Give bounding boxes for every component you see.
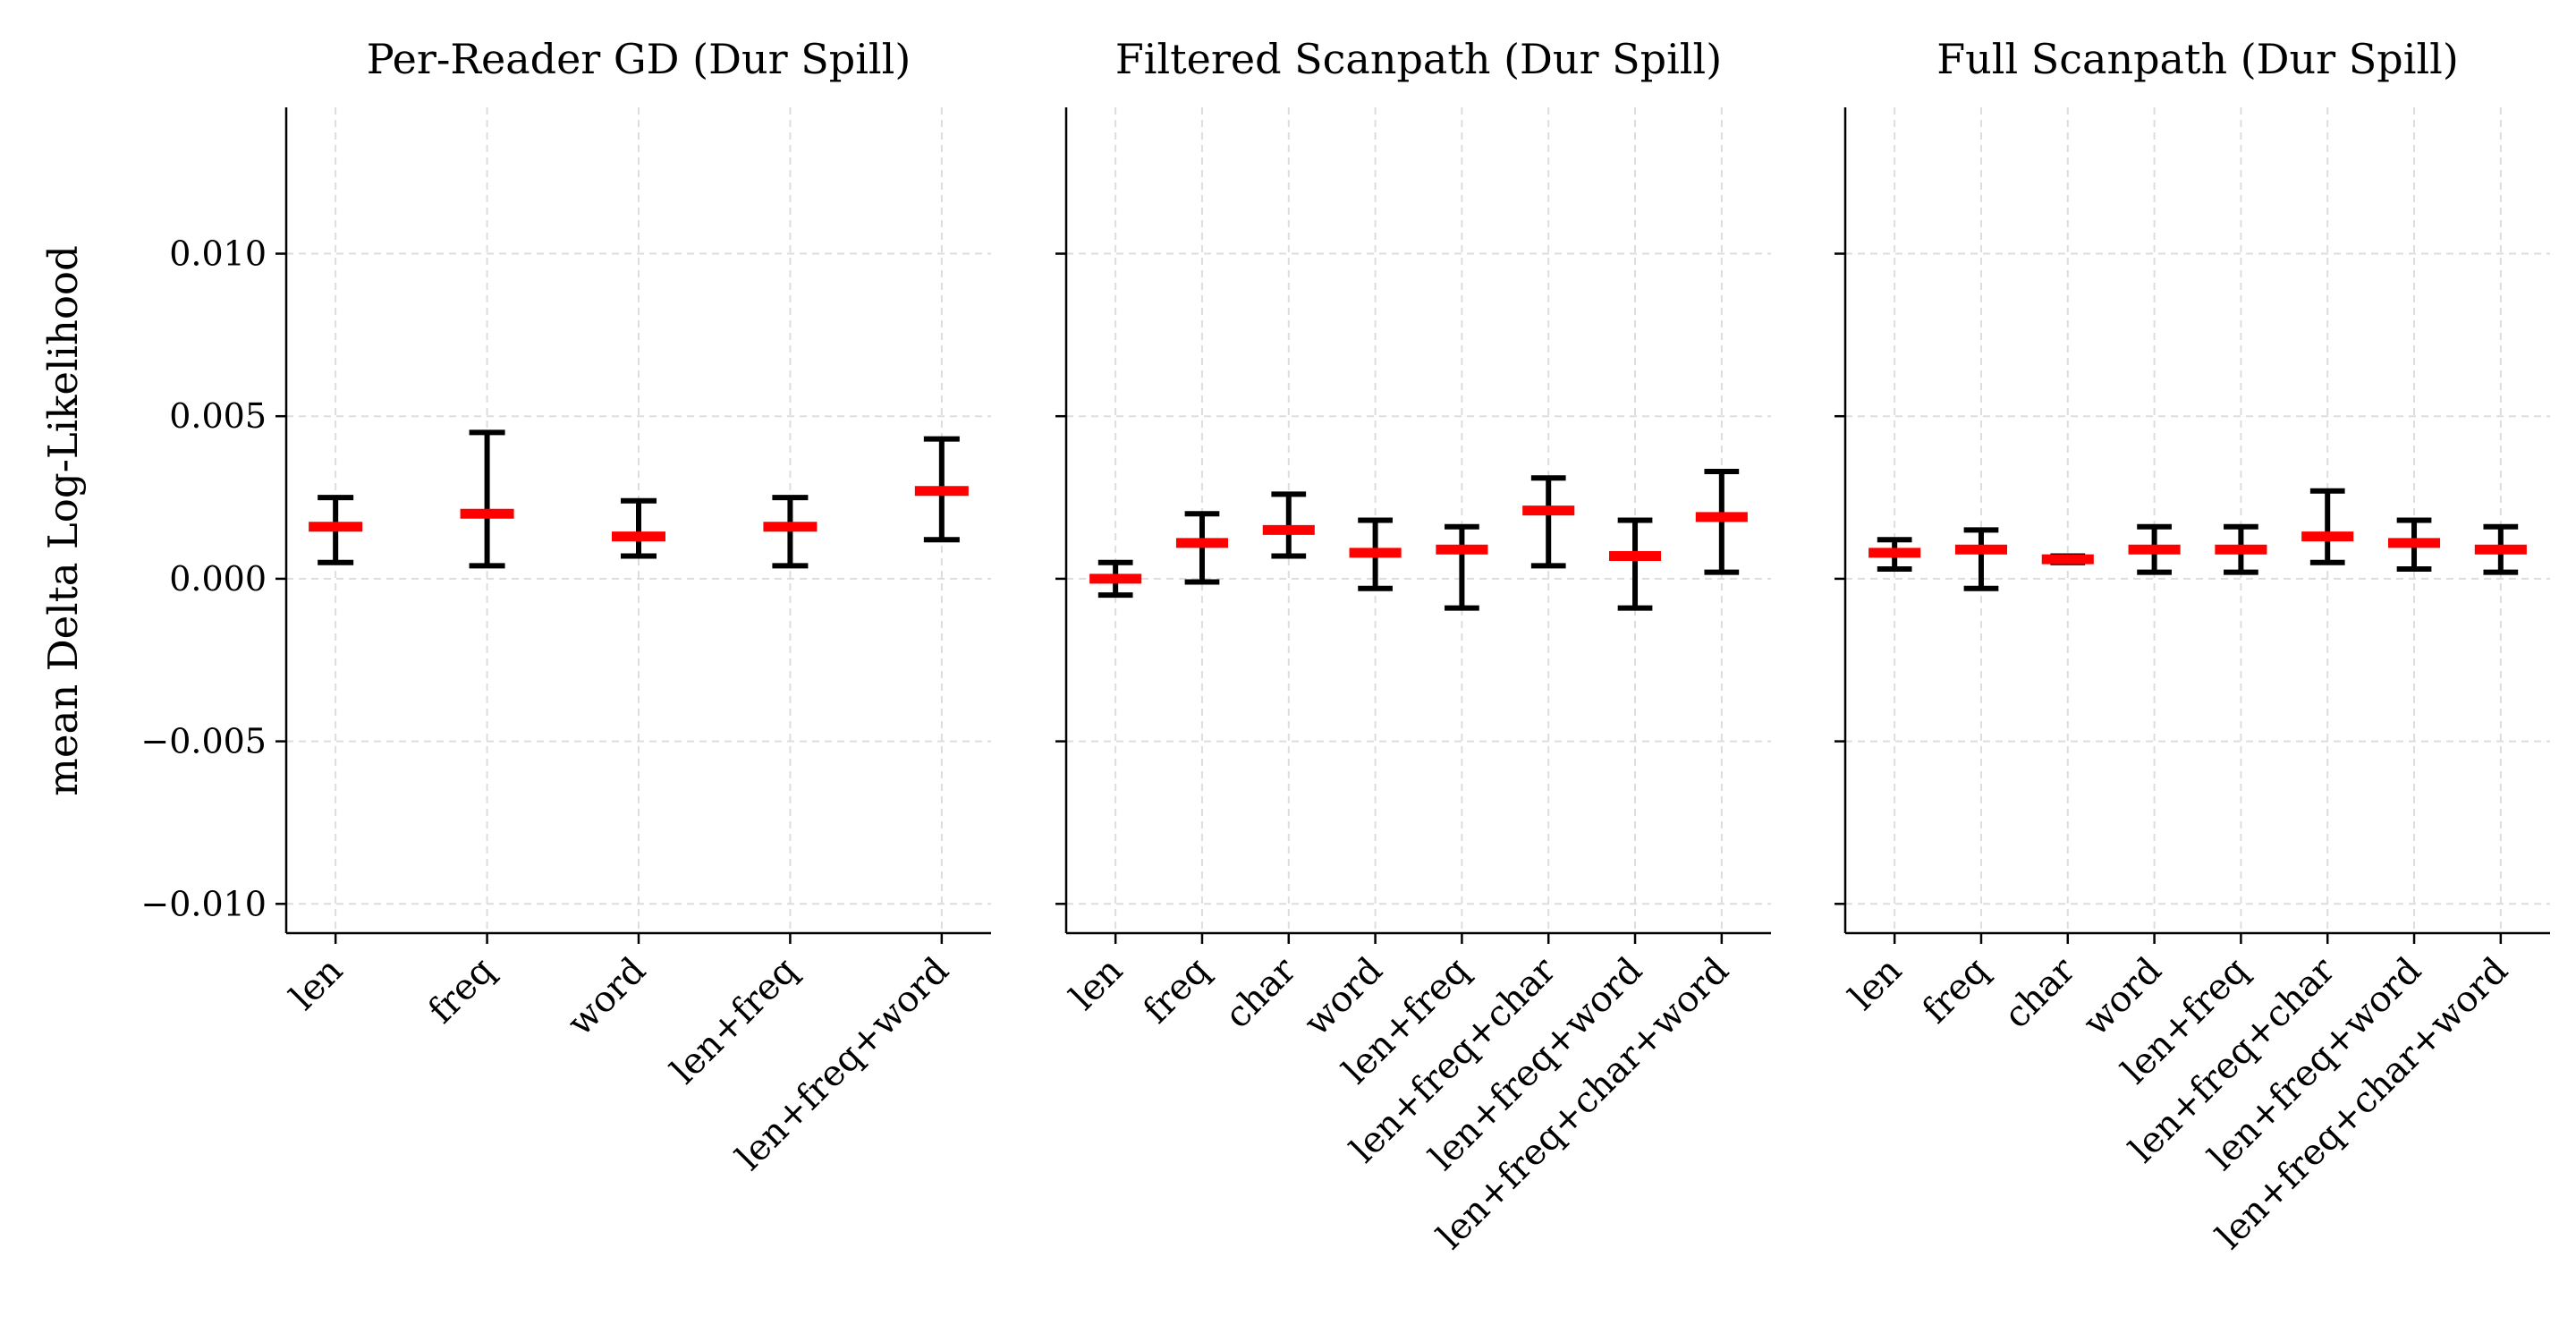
y-tick-label: 0.000 [169,559,267,599]
y-tick-label: −0.010 [140,884,267,923]
y-tick-label: 0.010 [169,234,267,274]
panel-title: Per-Reader GD (Dur Spill) [367,35,911,83]
y-tick-label: 0.005 [169,396,267,436]
panel-title: Filtered Scanpath (Dur Spill) [1115,35,1722,83]
y-axis-label: mean Delta Log-Likelihood [39,245,87,796]
y-tick-label: −0.005 [140,722,267,761]
panel-title: Full Scanpath (Dur Spill) [1936,35,2459,83]
